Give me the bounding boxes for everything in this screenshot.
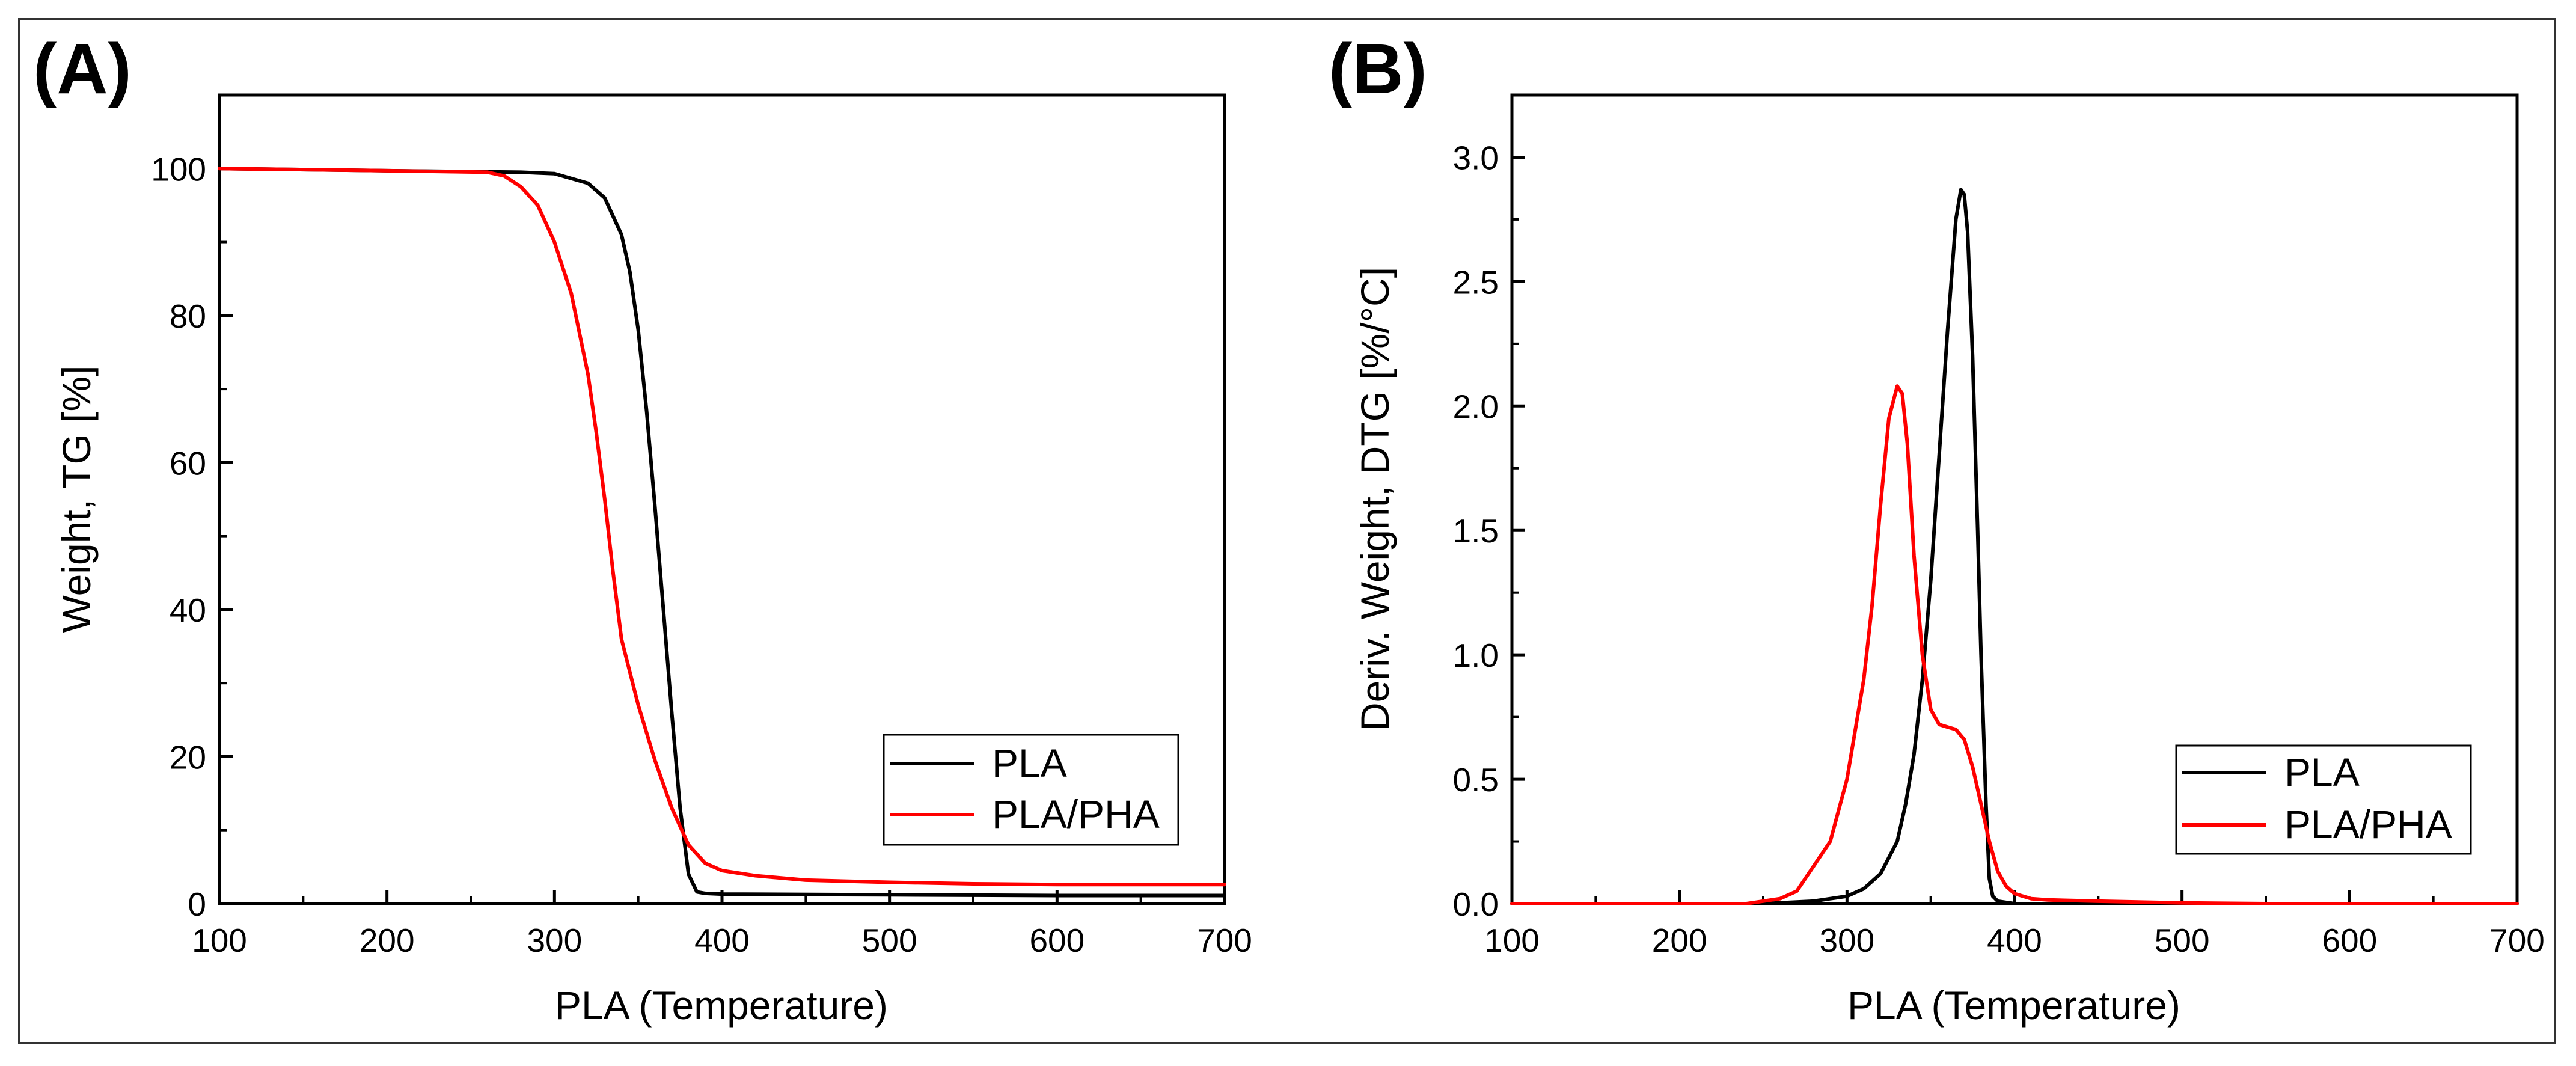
series-line-pla (218, 167, 1226, 898)
y-axis: 0.0 0.5 1.0 1.5 2.0 2.5 3.0 (1453, 94, 1525, 923)
panel-label: (A) (33, 29, 132, 109)
y-tick-label: 2.5 (1453, 263, 1499, 301)
x-tick-label: 400 (1987, 922, 2042, 959)
series-line-pla-pha (1510, 384, 2519, 905)
legend: PLA PLA/PHA (2175, 744, 2472, 855)
y-tick-label: 20 (170, 738, 206, 776)
y-axis-title: Weight, TG [%] (54, 365, 99, 633)
legend-box (2175, 744, 2472, 855)
y-tick-label: 100 (151, 150, 206, 188)
x-tick-label: 100 (192, 922, 247, 959)
y-tick-label: 80 (170, 298, 206, 335)
x-tick-label: 600 (1029, 922, 1085, 959)
y-tick-label: 2.0 (1453, 388, 1499, 425)
x-tick-label: 700 (1197, 922, 1252, 959)
series-line-pla (1510, 188, 2519, 905)
x-tick-label: 200 (359, 922, 415, 959)
x-tick-label: 600 (2322, 922, 2377, 959)
x-axis: 100 200 300 400 500 600 700 (192, 890, 1252, 959)
x-tick-label: 300 (1819, 922, 1874, 959)
legend-label-pla: PLA (2284, 750, 2360, 794)
panel-a: (A) 0 20 40 60 80 100 100 200 300 400 500 600 700 P… (33, 29, 1252, 1028)
y-tick-label: 40 (170, 592, 206, 629)
y-tick-label: 60 (170, 444, 206, 482)
x-axis-title: PLA (Temperature) (1847, 983, 2180, 1028)
x-tick-label: 100 (1484, 922, 1540, 959)
figure-frame (18, 18, 2556, 1044)
x-tick-label: 300 (527, 922, 582, 959)
legend-label-pla-pha: PLA/PHA (992, 792, 1160, 836)
y-tick-label: 0.5 (1453, 761, 1499, 798)
legend-label-pla: PLA (992, 741, 1067, 785)
x-tick-label: 200 (1652, 922, 1707, 959)
x-tick-label: 700 (2489, 922, 2545, 959)
y-tick-label: 3.0 (1453, 139, 1499, 176)
x-axis: 100 200 300 400 500 600 700 (1484, 890, 2545, 959)
x-tick-label: 500 (2155, 922, 2210, 959)
series-line-pla-pha (218, 167, 1226, 887)
series-layer (218, 167, 1226, 898)
y-tick-label: 1.5 (1453, 512, 1499, 550)
y-axis-title: Deriv. Weight, DTG [%/°C] (1353, 267, 1397, 731)
legend: PLA PLA/PHA (883, 734, 1179, 846)
x-tick-label: 400 (694, 922, 750, 959)
x-axis-title: PLA (Temperature) (555, 983, 888, 1028)
series-layer (1510, 188, 2519, 905)
legend-label-pla-pha: PLA/PHA (2284, 802, 2452, 847)
x-tick-label: 500 (862, 922, 917, 959)
y-tick-label: 0 (188, 886, 206, 923)
legend-box (883, 734, 1179, 846)
panel-b: (B) 0.0 0.5 1.0 1.5 2.0 2.5 3.0 100 200 300 400 50… (1329, 29, 2545, 1028)
y-tick-label: 0.0 (1453, 886, 1499, 923)
panel-label: (B) (1329, 29, 1427, 109)
y-axis: 0 20 40 60 80 100 (151, 94, 233, 923)
y-tick-label: 1.0 (1453, 637, 1499, 674)
